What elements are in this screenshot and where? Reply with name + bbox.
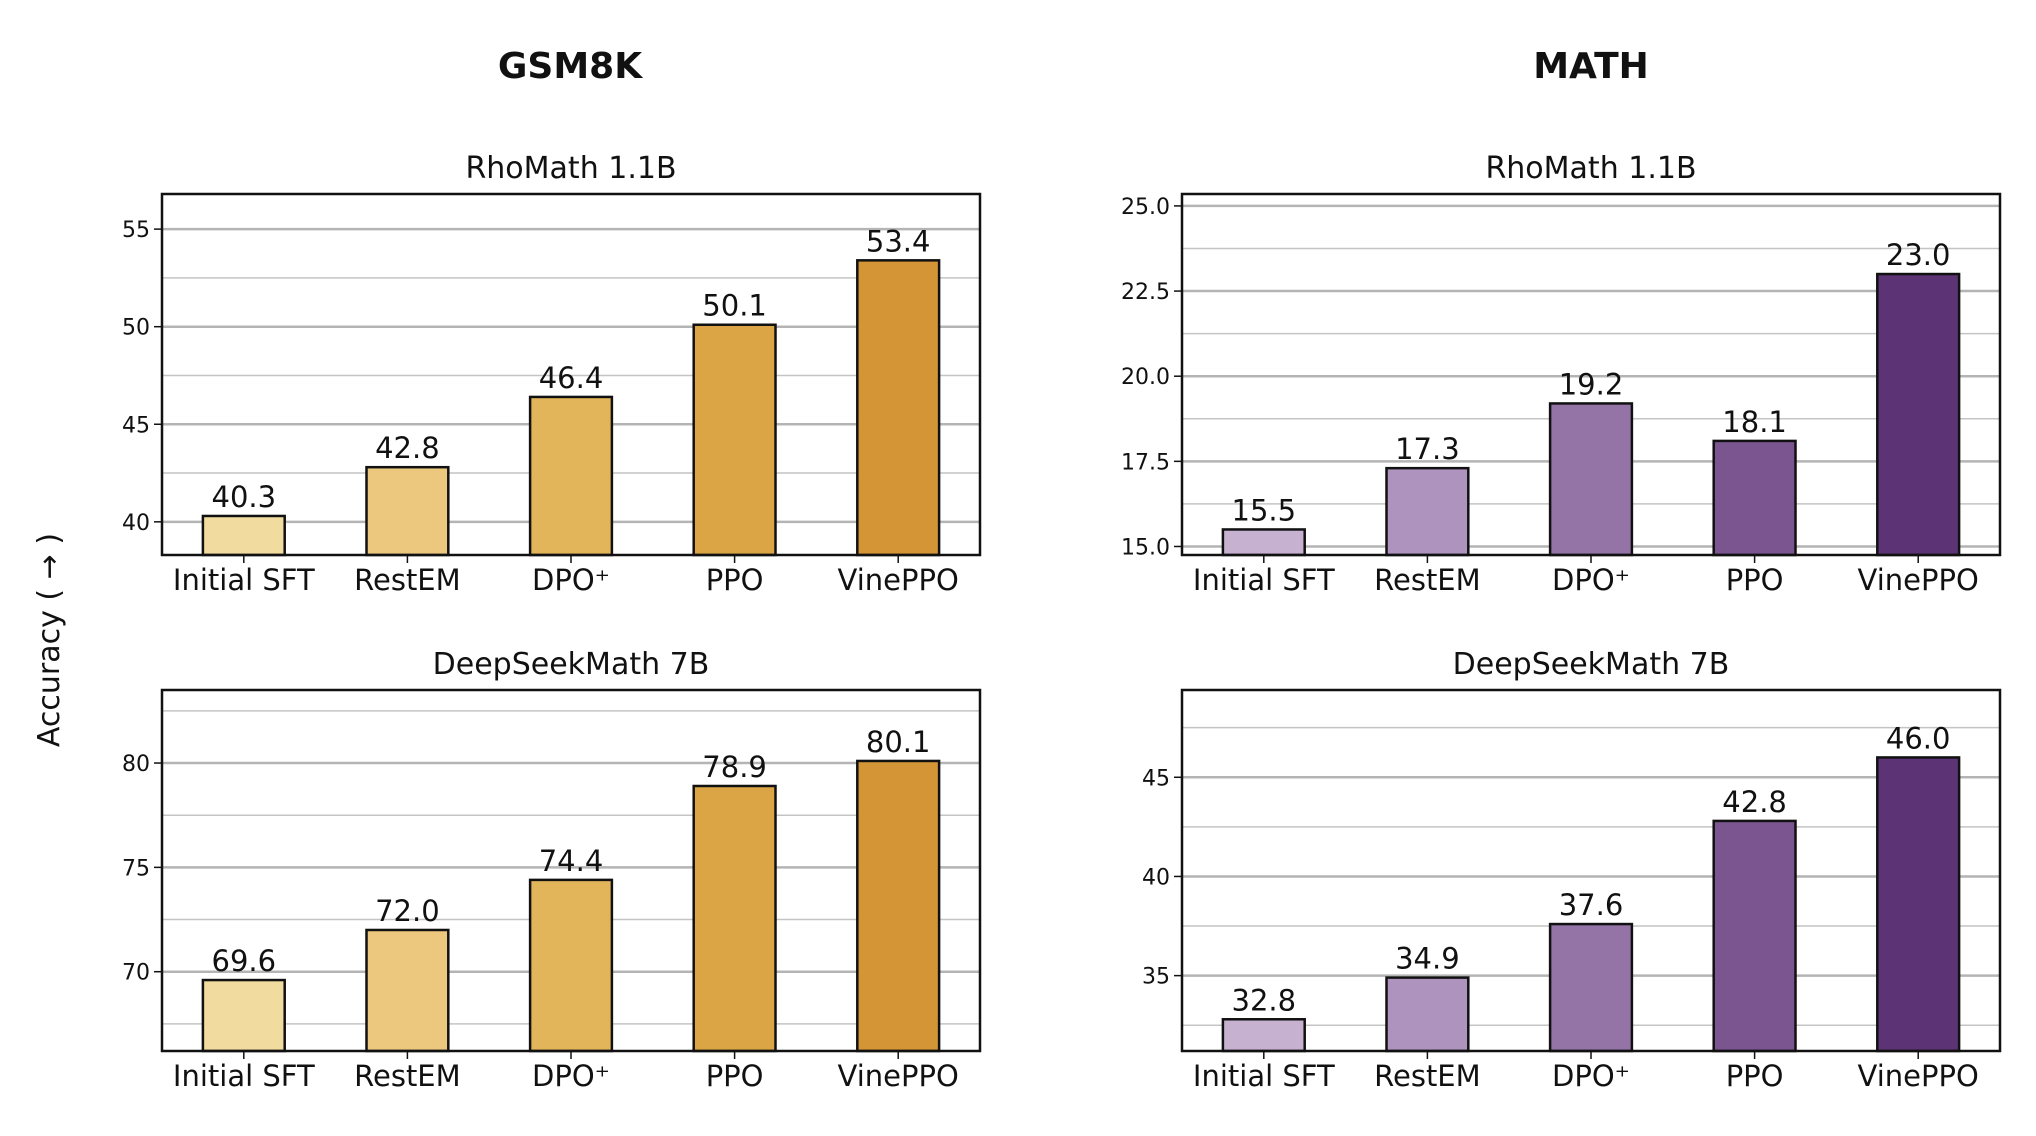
x-tick-label: RestEM [354, 563, 461, 597]
x-tick-label: RestEM [1374, 563, 1481, 597]
y-tick-label: 35 [1142, 965, 1170, 990]
data-label: 37.6 [1559, 888, 1624, 922]
x-tick-label: DPO⁺ [1552, 1059, 1630, 1093]
x-tick-label: Initial SFT [1193, 563, 1335, 597]
chart-gsm8k-deepseek: DeepSeekMath 7B 70 75 80 69.6 Initial SFT 72.0… [122, 647, 982, 1093]
axes-frame [1180, 688, 2002, 1053]
subplot-title: RhoMath 1.1B [465, 151, 676, 186]
bar [528, 878, 614, 1053]
bar [1385, 466, 1470, 557]
data-label: 50.1 [702, 289, 767, 323]
data-label: 17.3 [1395, 432, 1460, 466]
data-label: 78.9 [702, 750, 767, 784]
axes-frame [160, 688, 982, 1053]
data-label: 18.1 [1722, 405, 1787, 439]
x-tick-label: Initial SFT [173, 563, 315, 597]
bar [692, 323, 777, 557]
data-label: 40.3 [212, 480, 277, 514]
x-tick-label: VinePPO [1858, 563, 1979, 597]
x-tick-label: DPO⁺ [1552, 563, 1630, 597]
x-tick-label: Initial SFT [173, 1059, 315, 1093]
bar [528, 395, 614, 557]
y-tick-label: 22.5 [1121, 280, 1170, 305]
bar [1712, 819, 1797, 1053]
x-tick-label: VinePPO [838, 1059, 959, 1093]
y-tick-label: 45 [122, 413, 150, 438]
y-tick-label: 50 [122, 316, 150, 341]
data-label: 34.9 [1395, 942, 1460, 976]
data-label: 42.8 [1722, 785, 1787, 819]
y-tick-label: 70 [122, 961, 150, 986]
bar [1712, 439, 1797, 557]
bar [365, 465, 450, 557]
y-tick-label: 75 [122, 856, 150, 881]
data-label: 23.0 [1886, 238, 1951, 272]
y-tick-label: 55 [122, 218, 150, 243]
bar [1221, 528, 1306, 557]
data-label: 80.1 [866, 725, 931, 759]
data-label: 42.8 [375, 431, 440, 465]
y-tick-label: 40 [122, 511, 150, 536]
y-axis-label: Accuracy ( → ) [32, 533, 67, 747]
x-tick-label: PPO [1726, 563, 1784, 597]
bar [1385, 976, 1470, 1053]
bar [201, 514, 286, 557]
x-tick-label: Initial SFT [1193, 1059, 1335, 1093]
column-title-gsm8k: GSM8K [498, 46, 643, 87]
data-label: 15.5 [1232, 493, 1297, 527]
y-tick-label: 20.0 [1121, 365, 1170, 390]
y-tick-label: 40 [1142, 865, 1170, 890]
bar [1876, 272, 1961, 557]
x-tick-label: RestEM [1374, 1059, 1481, 1093]
bar [1548, 922, 1634, 1053]
bar [692, 784, 777, 1053]
chart-gsm8k-rhomath: RhoMath 1.1B 40 45 50 55 40.3 Initial SFT 42.8 R… [122, 151, 982, 597]
y-tick-label: 80 [122, 752, 150, 777]
subplot-title: DeepSeekMath 7B [433, 647, 710, 682]
subplot-title: DeepSeekMath 7B [1453, 647, 1730, 682]
y-tick-label: 15.0 [1121, 535, 1170, 560]
data-label: 69.6 [212, 944, 277, 978]
column-title-math: MATH [1533, 46, 1649, 87]
data-label: 46.4 [539, 361, 604, 395]
x-tick-label: PPO [706, 1059, 764, 1093]
x-tick-label: PPO [1726, 1059, 1784, 1093]
bar [1548, 402, 1634, 557]
y-tick-label: 25.0 [1121, 195, 1170, 220]
bar [856, 759, 941, 1053]
axes-frame [160, 192, 982, 557]
data-label: 46.0 [1886, 721, 1951, 755]
y-tick-label: 45 [1142, 766, 1170, 791]
data-label: 32.8 [1232, 983, 1297, 1017]
bar [1221, 1018, 1306, 1053]
x-tick-label: PPO [706, 563, 764, 597]
chart-panels: RhoMath 1.1B 40 45 50 55 40.3 Initial SFT 42.8 R… [122, 151, 2002, 1093]
x-tick-label: VinePPO [1858, 1059, 1979, 1093]
x-tick-label: VinePPO [838, 563, 959, 597]
bar [365, 928, 450, 1053]
y-tick-label: 17.5 [1121, 450, 1170, 475]
x-tick-label: DPO⁺ [532, 563, 610, 597]
x-tick-label: RestEM [354, 1059, 461, 1093]
data-label: 74.4 [539, 844, 604, 878]
bar [1876, 756, 1961, 1053]
data-label: 19.2 [1559, 367, 1624, 401]
chart-math-rhomath: RhoMath 1.1B 15.0 17.5 20.0 22.5 25.0 15.5 Init… [1121, 151, 2002, 597]
axes-frame [1180, 192, 2002, 557]
subplot-title: RhoMath 1.1B [1485, 151, 1696, 186]
chart-math-deepseek: DeepSeekMath 7B 35 40 45 32.8 Initial SFT 34.9… [1142, 647, 2002, 1093]
data-label: 53.4 [866, 224, 931, 258]
x-tick-label: DPO⁺ [532, 1059, 610, 1093]
bar [201, 978, 286, 1053]
data-label: 72.0 [375, 894, 440, 928]
bar [856, 259, 941, 557]
